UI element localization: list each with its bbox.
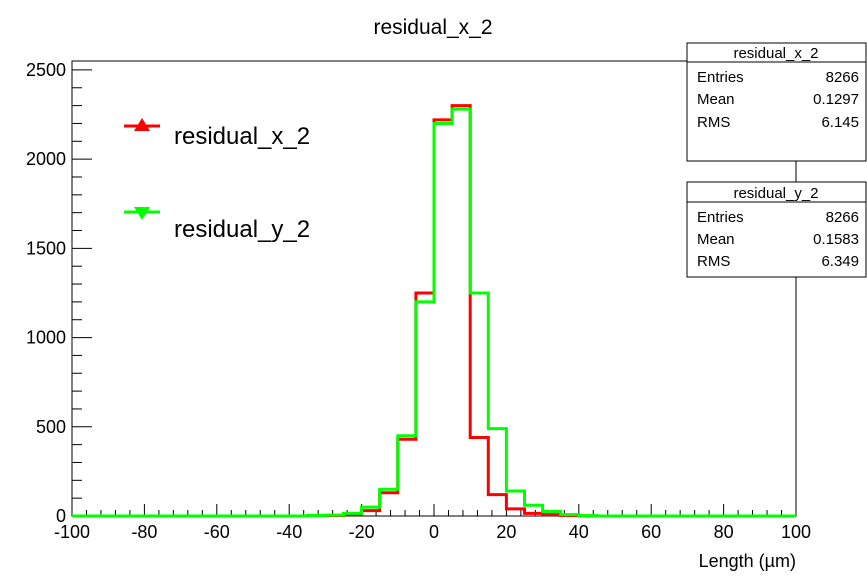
stats-box-x-rms-value: 6.145: [821, 114, 859, 131]
stats-box-x-title: residual_x_2: [733, 45, 818, 62]
stats-box-y-title: residual_y_2: [733, 185, 818, 202]
chart-title: residual_x_2: [373, 16, 492, 39]
stats-box-x-mean-value: 0.1297: [813, 91, 859, 108]
series-layer: [72, 106, 796, 516]
y-tick-label: 1000: [26, 328, 66, 348]
stats-box-y-rms-value: 6.349: [821, 253, 859, 270]
x-axis-title: Length (µm): [699, 551, 796, 571]
x-tick-label: -100: [54, 522, 90, 542]
stats-box-y-rms-label: RMS: [697, 253, 730, 270]
stats-box-y-entries-label: Entries: [697, 209, 744, 226]
stats-box-y-mean-label: Mean: [697, 231, 735, 248]
y-tick-label: 500: [36, 417, 66, 437]
legend-label-y: residual_y_2: [174, 216, 310, 243]
y-tick-label: 1500: [26, 238, 66, 258]
stats-box-x-entries-label: Entries: [697, 69, 744, 86]
stats-box-y: residual_y_2 Entries 8266 Mean 0.1583 RM…: [687, 182, 866, 277]
stats-box-y-mean-value: 0.1583: [813, 231, 859, 248]
stats-box-x-entries-value: 8266: [826, 69, 859, 86]
x-tick-label: -20: [349, 522, 375, 542]
x-axis: -100 -80 -60 -40 -20 0 20 40 60 80 100: [54, 504, 811, 542]
histogram-series-y: [72, 109, 796, 516]
x-tick-label: -40: [276, 522, 302, 542]
x-tick-label: 100: [781, 522, 811, 542]
legend: residual_x_2 residual_y_2: [124, 118, 310, 243]
x-tick-label: -60: [204, 522, 230, 542]
stats-box-x-rms-label: RMS: [697, 114, 730, 131]
x-tick-label: -80: [131, 522, 157, 542]
x-tick-label: 20: [496, 522, 516, 542]
x-tick-label: 0: [429, 522, 439, 542]
x-tick-label: 40: [569, 522, 589, 542]
stats-box-x: residual_x_2 Entries 8266 Mean 0.1297 RM…: [687, 43, 866, 161]
y-tick-label: 2500: [26, 60, 66, 80]
stats-box-y-entries-value: 8266: [826, 209, 859, 226]
x-tick-label: 80: [714, 522, 734, 542]
x-tick-label: 60: [641, 522, 661, 542]
legend-label-x: residual_x_2: [174, 123, 310, 150]
y-tick-label: 2000: [26, 149, 66, 169]
stats-box-x-mean-label: Mean: [697, 91, 735, 108]
